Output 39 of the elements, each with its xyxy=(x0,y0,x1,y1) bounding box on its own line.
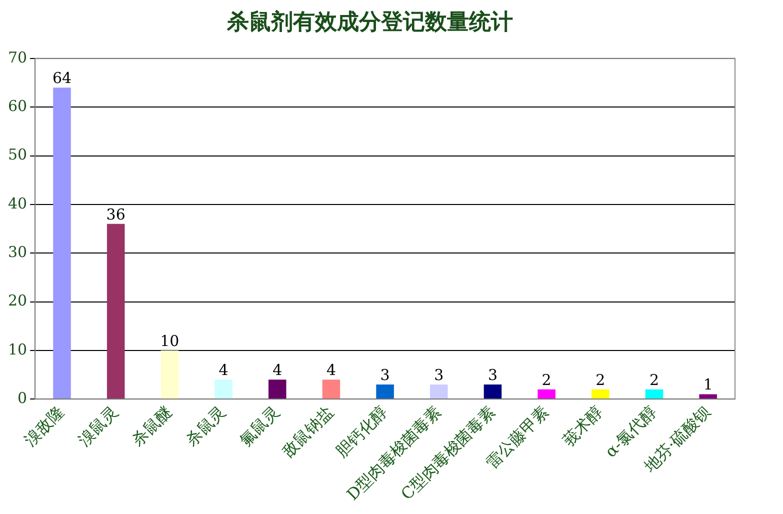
y-tick-label: 40 xyxy=(8,194,28,212)
bar xyxy=(53,88,71,399)
data-label: 2 xyxy=(596,370,606,389)
bar xyxy=(214,380,232,399)
bar xyxy=(160,350,179,399)
bar xyxy=(106,224,125,399)
data-label: 4 xyxy=(272,361,282,380)
data-label: 4 xyxy=(218,361,228,380)
bar xyxy=(699,394,717,399)
y-tick-label: 60 xyxy=(8,96,28,115)
bar xyxy=(484,384,502,399)
bar xyxy=(268,380,286,399)
bar xyxy=(645,389,664,399)
chart-title: 杀鼠剂有效成分登记数量统计 xyxy=(226,8,513,35)
bar xyxy=(592,389,610,399)
x-tick-label: 氟鼠灵 xyxy=(236,402,284,450)
x-tick-label: 莪术醇 xyxy=(558,402,606,450)
y-tick-label: 50 xyxy=(8,146,28,164)
bar xyxy=(430,384,448,399)
data-label: 3 xyxy=(434,366,444,384)
data-label: 64 xyxy=(52,69,72,87)
data-label: 2 xyxy=(542,370,552,389)
y-tick-label: 70 xyxy=(8,48,28,66)
data-label: 36 xyxy=(106,205,126,224)
bar xyxy=(322,380,340,399)
x-tick-label: 溴鼠灵 xyxy=(74,402,122,450)
data-label: 2 xyxy=(649,370,660,389)
y-tick-label: 10 xyxy=(8,340,28,358)
data-label: 4 xyxy=(326,361,336,380)
x-tick-label: 杀鼠醚 xyxy=(128,402,176,450)
x-tick-label: 杀鼠灵 xyxy=(182,402,230,450)
data-label: 3 xyxy=(488,366,498,384)
bar xyxy=(376,384,394,399)
y-tick-label: 30 xyxy=(8,243,28,262)
y-tick-label: 20 xyxy=(8,292,28,310)
bar xyxy=(538,389,556,399)
data-label: 1 xyxy=(703,376,713,394)
data-label: 3 xyxy=(380,366,390,384)
data-label: 10 xyxy=(160,332,180,350)
